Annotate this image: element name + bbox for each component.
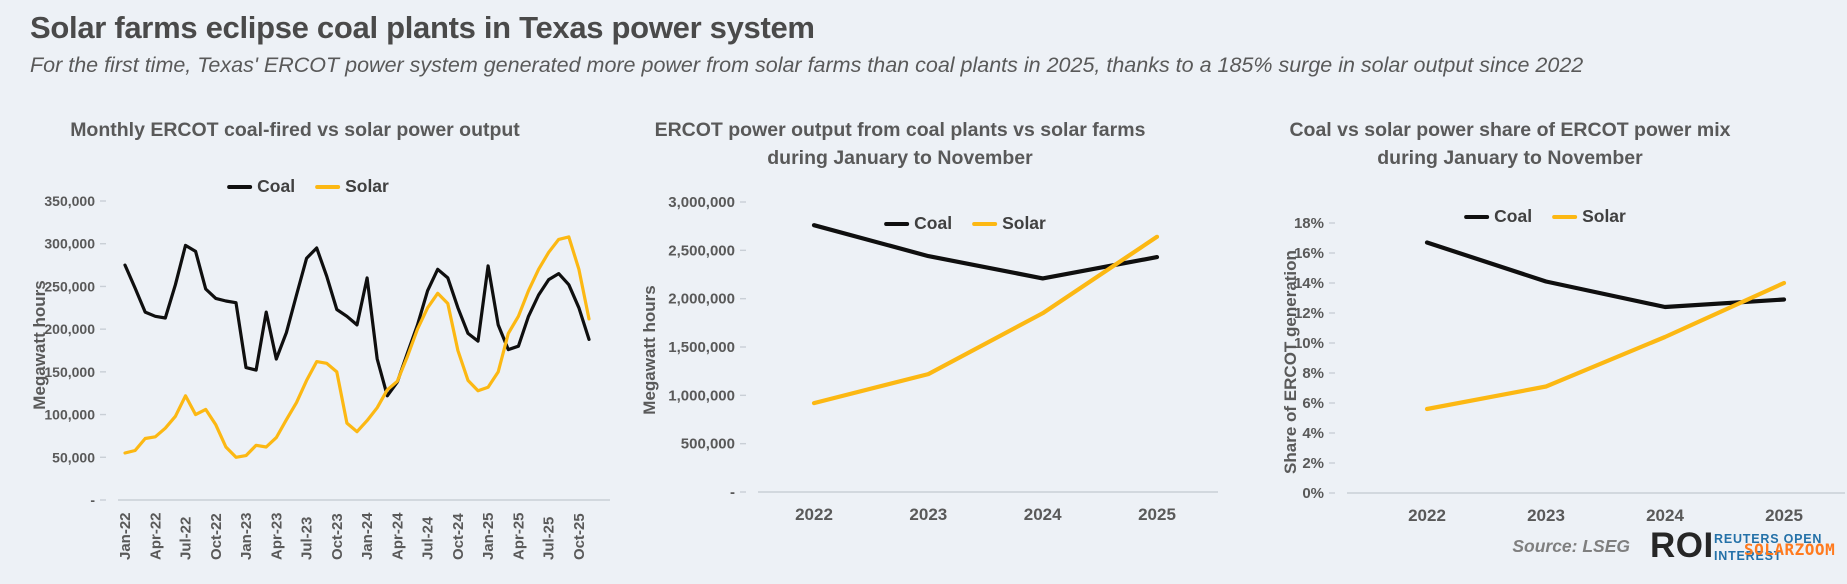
svg-text:Oct-22: Oct-22: [208, 513, 225, 560]
legend-item-solar: Solar: [315, 176, 389, 197]
svg-text:2025: 2025: [1138, 505, 1176, 524]
legend-item-coal: Coal: [1464, 206, 1532, 227]
logo-sub-line1: REUTERS OPEN: [1714, 532, 1823, 546]
y-axis-title: Share of ERCOT generation: [1281, 250, 1300, 474]
chart-title: Monthly ERCOT coal-fired vs solar power …: [70, 119, 520, 141]
chart-title: Coal vs solar power share of ERCOT power…: [1289, 119, 1731, 169]
svg-text:Jul-22: Jul-22: [178, 517, 195, 560]
solar-line-swatch: [315, 184, 341, 189]
svg-text:18%: 18%: [1294, 215, 1324, 232]
series-line-solar: [123, 235, 591, 459]
svg-text:Jan-25: Jan-25: [480, 512, 497, 560]
legend-item-solar: Solar: [972, 213, 1046, 234]
series-line-solar: [1424, 280, 1787, 412]
svg-text:Jan-23: Jan-23: [238, 512, 255, 560]
svg-text:350,000: 350,000: [44, 193, 95, 209]
svg-text:2024: 2024: [1024, 505, 1062, 524]
svg-text:Jul-24: Jul-24: [420, 516, 437, 560]
series-line-coal: [123, 243, 591, 398]
svg-text:Oct-23: Oct-23: [329, 513, 346, 560]
svg-text:Oct-24: Oct-24: [450, 513, 467, 560]
coal-line-swatch: [1464, 214, 1490, 219]
legend-label: Solar: [345, 176, 389, 196]
svg-text:Apr-23: Apr-23: [268, 512, 285, 560]
svg-text:Apr-22: Apr-22: [147, 512, 164, 560]
solar-line-swatch: [1552, 214, 1578, 219]
svg-text:-: -: [730, 484, 735, 501]
legend-label: Solar: [1002, 213, 1046, 233]
svg-text:0%: 0%: [1302, 485, 1324, 502]
svg-text:2024: 2024: [1646, 506, 1684, 525]
svg-text:Apr-24: Apr-24: [389, 512, 406, 560]
svg-text:8%: 8%: [1302, 365, 1324, 382]
svg-text:3,000,000: 3,000,000: [668, 194, 735, 211]
chart-legend: Coal Solar: [227, 176, 389, 197]
roi-logo: ROI: [1650, 526, 1714, 565]
svg-text:-: -: [90, 492, 95, 508]
legend-label: Coal: [1494, 206, 1533, 226]
svg-text:Jan-24: Jan-24: [359, 512, 376, 560]
legend-item-coal: Coal: [884, 213, 952, 234]
watermark: SOLARZOOM: [1744, 540, 1836, 559]
svg-text:2023: 2023: [909, 505, 947, 524]
logo-sub-line2: INTEREST: [1714, 549, 1783, 563]
svg-text:2022: 2022: [795, 505, 833, 524]
solar-line-swatch: [972, 221, 998, 226]
svg-text:100,000: 100,000: [44, 407, 95, 423]
svg-text:2,500,000: 2,500,000: [668, 242, 735, 259]
svg-text:Jul-23: Jul-23: [299, 517, 316, 560]
svg-text:1,000,000: 1,000,000: [668, 387, 735, 404]
svg-text:Apr-25: Apr-25: [510, 512, 527, 560]
coal-line-swatch: [227, 184, 253, 189]
svg-text:1,500,000: 1,500,000: [668, 339, 735, 356]
source-label: Source: LSEG: [1512, 536, 1630, 556]
reuters-open-interest-label: REUTERS OPEN INTEREST: [1714, 531, 1822, 565]
legend-item-solar: Solar: [1552, 206, 1626, 227]
legend-label: Coal: [914, 213, 953, 233]
legend-label: Solar: [1582, 206, 1626, 226]
svg-text:2,000,000: 2,000,000: [668, 291, 735, 308]
svg-text:2023: 2023: [1527, 506, 1565, 525]
series-line-solar: [811, 234, 1160, 406]
svg-text:4%: 4%: [1302, 425, 1324, 442]
svg-text:Jan-22: Jan-22: [117, 512, 134, 560]
page-subtitle: For the first time, Texas' ERCOT power s…: [30, 53, 1584, 77]
chart-legend: Coal Solar: [1464, 206, 1626, 227]
y-axis-title: Megawatt hours: [30, 280, 49, 410]
svg-text:200,000: 200,000: [44, 321, 95, 337]
svg-text:2025: 2025: [1765, 506, 1803, 525]
svg-text:500,000: 500,000: [681, 436, 735, 453]
svg-text:6%: 6%: [1302, 395, 1324, 412]
y-axis-title: Megawatt hours: [640, 285, 659, 415]
svg-text:150,000: 150,000: [44, 364, 95, 380]
legend-item-coal: Coal: [227, 176, 295, 197]
chart-legend: Coal Solar: [884, 213, 1046, 234]
svg-text:250,000: 250,000: [44, 278, 95, 294]
svg-text:300,000: 300,000: [44, 236, 95, 252]
coal-line-swatch: [884, 221, 910, 226]
svg-text:50,000: 50,000: [52, 449, 95, 465]
svg-text:2022: 2022: [1408, 506, 1446, 525]
page-title: Solar farms eclipse coal plants in Texas…: [30, 10, 815, 45]
svg-text:2%: 2%: [1302, 455, 1324, 472]
legend-label: Coal: [257, 176, 296, 196]
chart-title: ERCOT power output from coal plants vs s…: [654, 119, 1146, 169]
svg-text:Jul-25: Jul-25: [541, 517, 558, 560]
svg-text:Oct-25: Oct-25: [571, 513, 588, 560]
series-line-coal: [1424, 240, 1787, 310]
